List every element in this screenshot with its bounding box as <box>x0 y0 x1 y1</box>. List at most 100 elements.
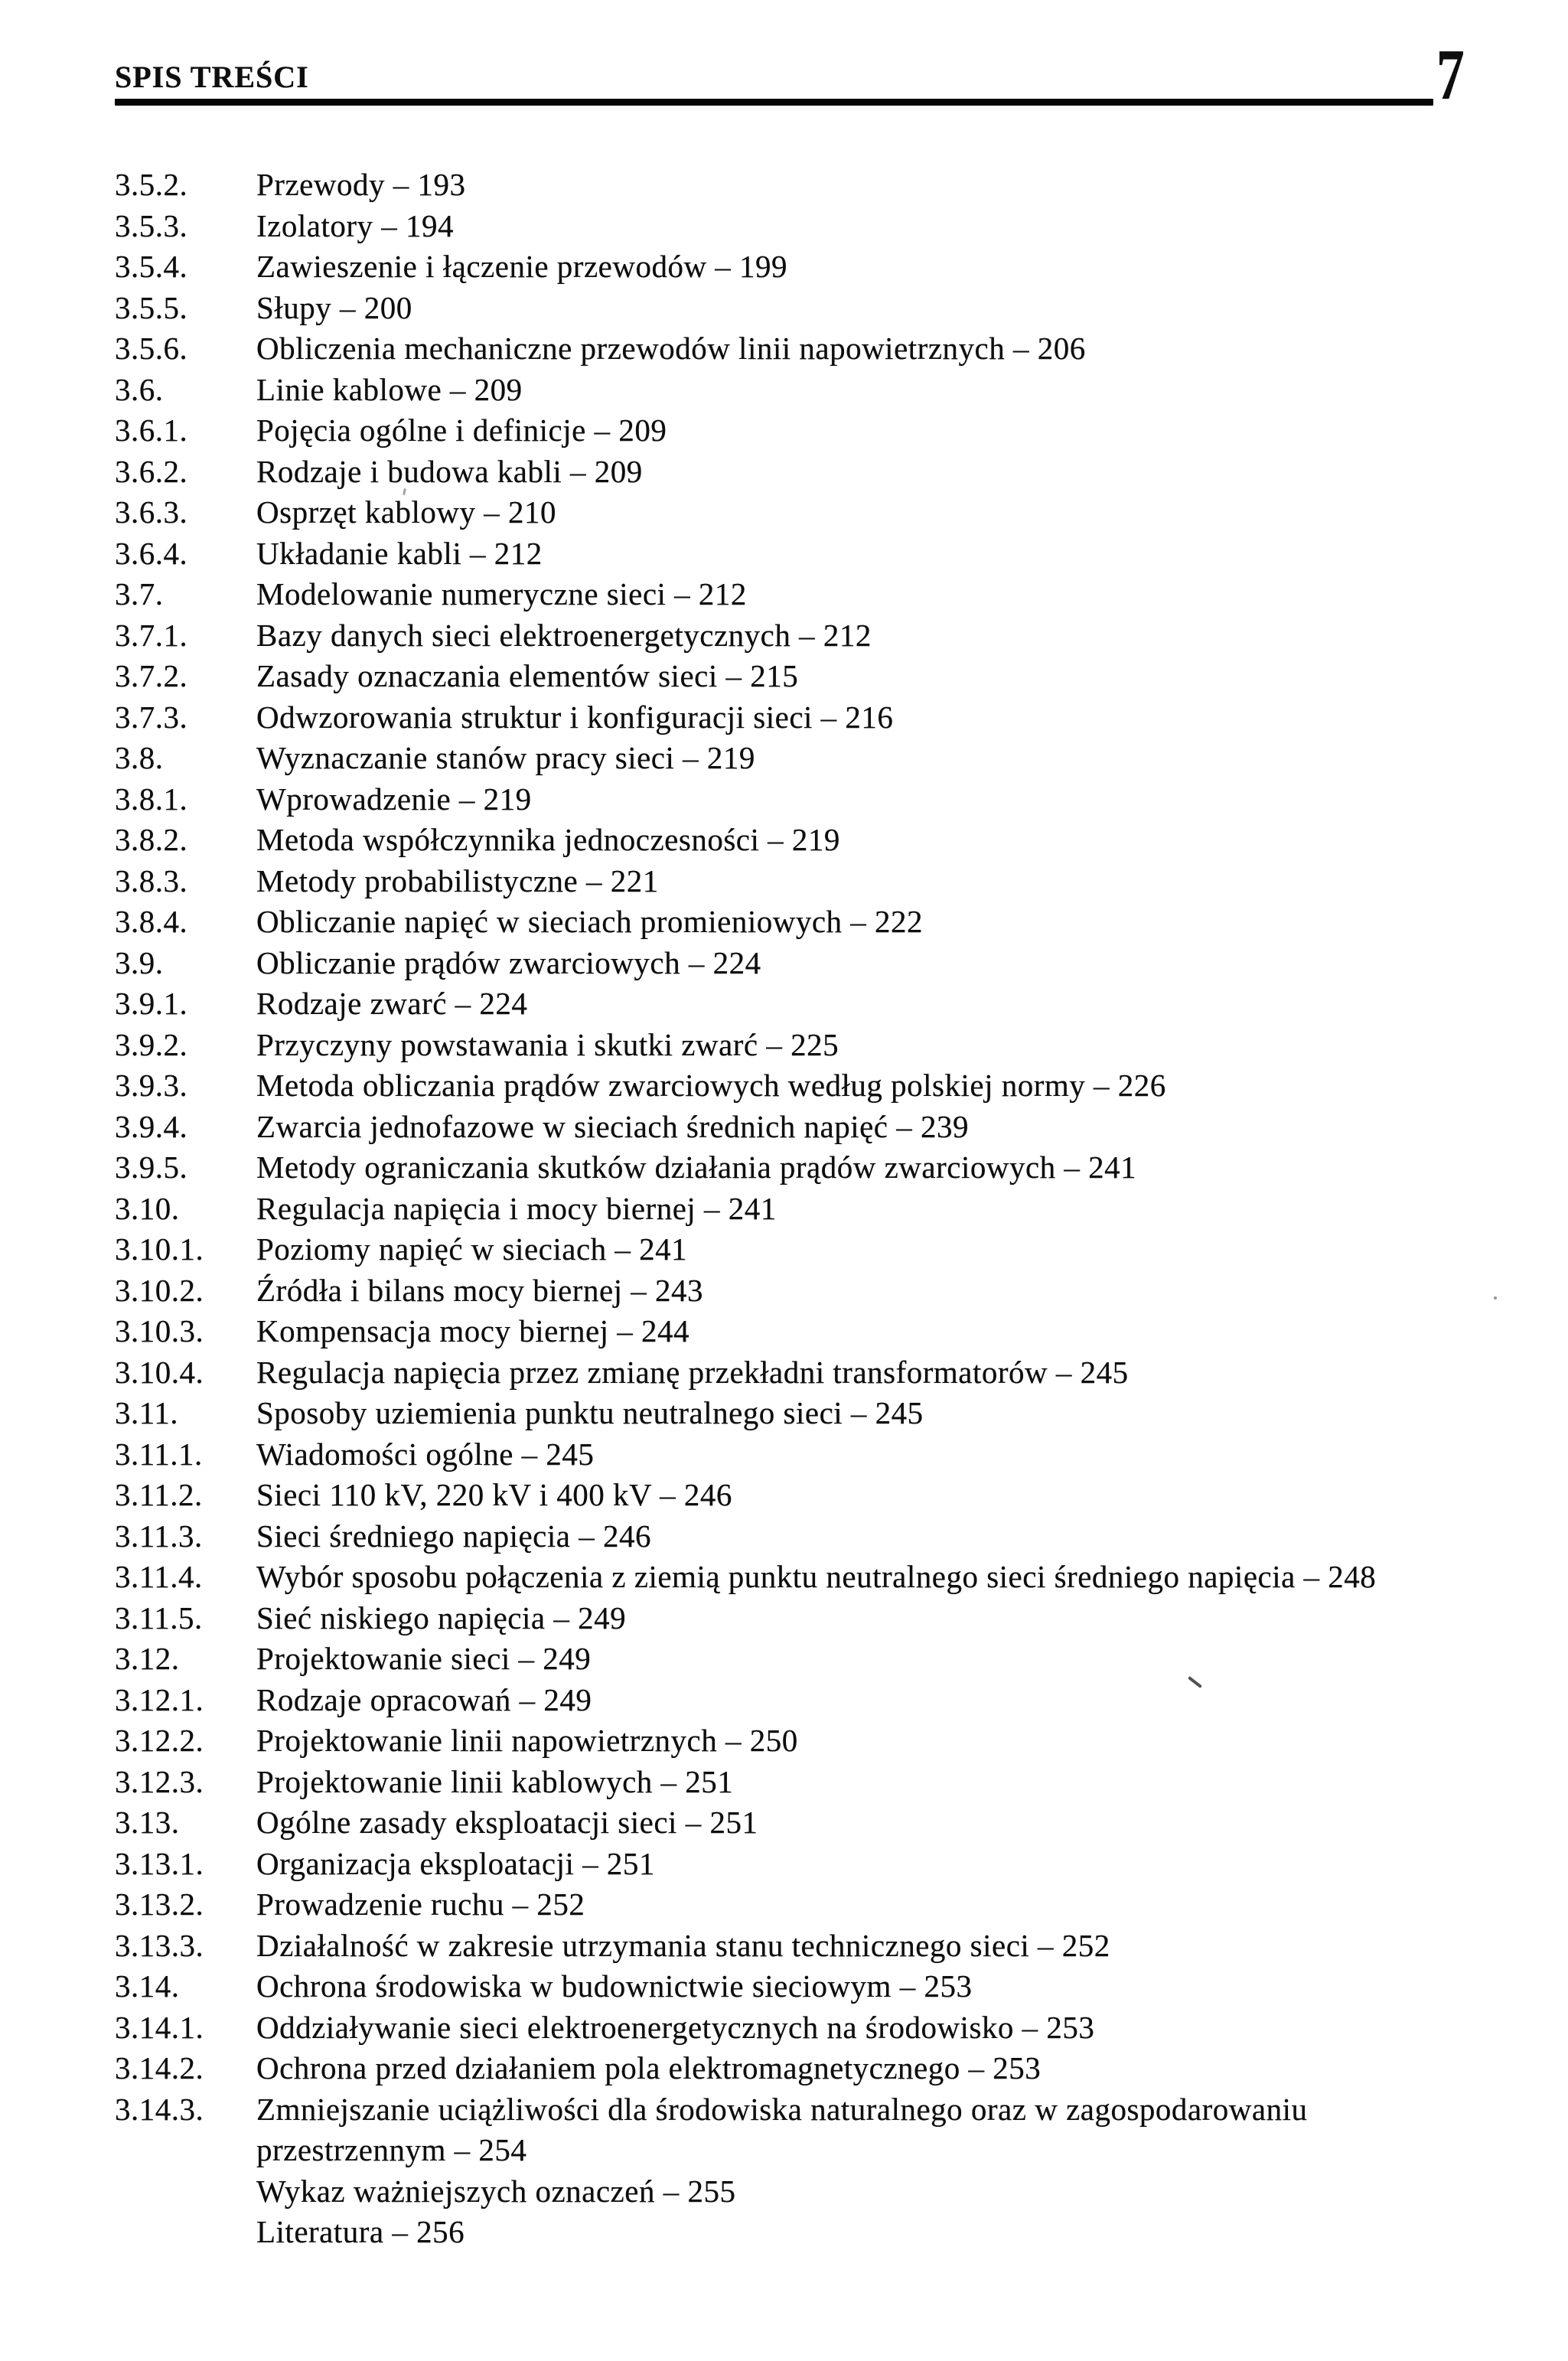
toc-entry-number: 3.5.3. <box>115 207 188 243</box>
toc-entry: 3.8.3. Metody probabilistyczne – 221 <box>115 861 1532 902</box>
toc-entry-number: 3.10.4. <box>115 1354 204 1390</box>
toc-entry-number: 3.11.5. <box>115 1600 203 1635</box>
toc-entry-number: 3.9.4. <box>115 1108 188 1144</box>
toc-entry-number: 3.9.1. <box>115 986 188 1021</box>
toc-entry-title: Metoda współczynnika jednoczesności – 21… <box>256 822 840 857</box>
toc-entry-number: 3.12.1. <box>115 1681 204 1717</box>
toc-entry-title: Wiadomości ogólne – 245 <box>256 1436 595 1472</box>
toc-entry-number: 3.7.2. <box>115 658 188 693</box>
toc-entry: 3.5.6. Obliczenia mechaniczne przewodów … <box>115 328 1532 370</box>
toc-entry-title: Metody ograniczania skutków działania pr… <box>256 1150 1137 1185</box>
toc-entry: 3.5.4. Zawieszenie i łączenie przewodów … <box>115 246 1532 288</box>
toc-entry: 3.9.3. Metoda obliczania prądów zwarciow… <box>115 1065 1532 1107</box>
toc-entry-number: 3.14.3. <box>115 2091 204 2127</box>
toc-entry-number: 3.10.2. <box>115 1272 204 1308</box>
toc-entry: 3.13. Ogólne zasady eksploatacji sieci –… <box>115 1802 1532 1844</box>
toc-entry-title: Regulacja napięcia i mocy biernej – 241 <box>256 1190 777 1226</box>
toc-entry: 3.8. Wyznaczanie stanów pracy sieci – 21… <box>115 738 1532 779</box>
toc-entry: 3.6.4. Układanie kabli – 212 <box>115 533 1532 575</box>
toc-entry-title: Modelowanie numeryczne sieci – 212 <box>256 576 747 611</box>
toc-entry-title: Źródła i bilans mocy biernej – 243 <box>256 1272 704 1308</box>
toc-entry-title: Wybór sposobu połączenia z ziemią punktu… <box>256 1559 1377 1594</box>
toc-entry-title: Obliczenia mechaniczne przewodów linii n… <box>256 331 1086 366</box>
toc-entry-title: Projektowanie sieci – 249 <box>256 1641 592 1676</box>
scan-speck <box>1494 1296 1497 1300</box>
toc-entry-number: 3.11.2. <box>115 1477 203 1512</box>
toc-entry-title: Zasady oznaczania elementów sieci – 215 <box>256 658 799 693</box>
toc-entry-number: 3.8.4. <box>115 904 188 939</box>
toc-entry-title: Układanie kabli – 212 <box>256 535 543 571</box>
toc-entry-title: Ochrona przed działaniem pola elektromag… <box>256 2050 1042 2085</box>
toc-entry-number: 3.12. <box>115 1641 180 1676</box>
toc-entry-title: Kompensacja mocy biernej – 244 <box>256 1313 690 1348</box>
toc-entry-number: 3.5.4. <box>115 249 188 284</box>
toc-entry-number: 3.5.2. <box>115 167 188 202</box>
toc-entry: 3.14.2. Ochrona przed działaniem pola el… <box>115 2048 1532 2089</box>
toc-entry-title: Obliczanie napięć w sieciach promieniowy… <box>256 904 924 939</box>
toc-entry-title: Ogólne zasady eksploatacji sieci – 251 <box>256 1805 758 1840</box>
toc-entry-number: 3.6. <box>115 371 164 407</box>
toc-entry-number: 3.11.1. <box>115 1436 203 1472</box>
toc-entry: 3.10.2. Źródła i bilans mocy biernej – 2… <box>115 1270 1532 1312</box>
toc-entry-title: Osprzęt kablowy – 210 <box>256 494 556 530</box>
toc-entry: 3.9.5. Metody ograniczania skutków dział… <box>115 1147 1532 1189</box>
toc-entry-title: Metoda obliczania prądów zwarciowych wed… <box>256 1068 1166 1103</box>
toc-entry-title: Projektowanie linii kablowych – 251 <box>256 1763 734 1799</box>
toc-entry-title: Odwzorowania struktur i konfiguracji sie… <box>256 699 894 735</box>
toc-entry-number: 3.6.3. <box>115 494 188 530</box>
toc-entry-number: 3.9. <box>115 944 164 980</box>
toc-entry-title: Organizacja eksploatacji – 251 <box>256 1845 655 1881</box>
toc-entry: 3.7.2. Zasady oznaczania elementów sieci… <box>115 656 1532 697</box>
toc-entry-title: Regulacja napięcia przez zmianę przekład… <box>256 1354 1129 1390</box>
toc-entry-number: 3.11.4. <box>115 1559 203 1594</box>
toc-entry-number: 3.14. <box>115 1968 180 2004</box>
toc-entry-title: Sieci 110 kV, 220 kV i 400 kV – 246 <box>256 1477 732 1512</box>
toc-entry: 3.13.1. Organizacja eksploatacji – 251 <box>115 1844 1532 1885</box>
toc-entry-title: Poziomy napięć w sieciach – 241 <box>256 1231 688 1267</box>
toc-entry: 3.7.1. Bazy danych sieci elektroenergety… <box>115 615 1532 657</box>
page-number: 7 <box>1436 35 1465 115</box>
toc-entry-number: 3.10. <box>115 1190 180 1226</box>
toc-entry: 3.11. Sposoby uziemienia punktu neutraln… <box>115 1393 1532 1434</box>
toc-entry-title: Rodzaje zwarć – 224 <box>256 986 528 1021</box>
toc-entry-title: Sieć niskiego napięcia – 249 <box>256 1600 627 1635</box>
toc-entry: Literatura – 256 <box>115 2212 1532 2253</box>
toc-entry: 3.14. Ochrona środowiska w budownictwie … <box>115 1966 1532 2007</box>
toc-entry: 3.6. Linie kablowe – 209 <box>115 370 1532 411</box>
toc-entry: 3.11.3. Sieci średniego napięcia – 246 <box>115 1516 1532 1557</box>
toc-entry: Wykaz ważniejszych oznaczeń – 255 <box>115 2171 1532 2213</box>
toc-entry-number: 3.8.1. <box>115 781 188 817</box>
toc-entry-title: Bazy danych sieci elektroenergetycznych … <box>256 617 872 653</box>
toc-entry-title: Wyznaczanie stanów pracy sieci – 219 <box>256 740 755 775</box>
toc-entry-title: Wprowadzenie – 219 <box>256 781 532 817</box>
toc-entry: 3.10.4. Regulacja napięcia przez zmianę … <box>115 1352 1532 1394</box>
toc-entry-title: Działalność w zakresie utrzymania stanu … <box>256 1927 1110 1963</box>
toc-entry: 3.11.1. Wiadomości ogólne – 245 <box>115 1434 1532 1476</box>
toc-entry-title: Projektowanie linii napowietrznych – 250 <box>256 1723 798 1758</box>
toc-entry-title: Metody probabilistyczne – 221 <box>256 863 659 898</box>
toc-entry-title: Rodzaje i budowa kabli – 209 <box>256 453 643 489</box>
toc-entry-number: 3.7.3. <box>115 699 188 735</box>
toc-entry: 3.5.5. Słupy – 200 <box>115 288 1532 329</box>
toc-entry-title: Zawieszenie i łączenie przewodów – 199 <box>256 249 788 284</box>
toc-entry: 3.5.2. Przewody – 193 <box>115 165 1532 206</box>
toc-entry: 3.6.3. Osprzęt kablowy – 210 <box>115 492 1532 533</box>
toc-entry-title: Linie kablowe – 209 <box>256 371 523 407</box>
toc-entry: 3.10. Regulacja napięcia i mocy biernej … <box>115 1189 1532 1230</box>
toc-entry-title: Przewody – 193 <box>256 167 466 202</box>
toc-entry-title: Ochrona środowiska w budownictwie siecio… <box>256 1968 973 2004</box>
toc-entry-number: 3.11.3. <box>115 1518 203 1554</box>
toc-entry-number: 3.13.3. <box>115 1927 204 1963</box>
toc-list: 3.5.2. Przewody – 193 3.5.3. Izolatory –… <box>115 165 1532 2253</box>
toc-entry-number: 3.6.4. <box>115 535 188 571</box>
page-title: SPIS TREŚCI <box>115 60 309 94</box>
toc-entry: 3.8.1. Wprowadzenie – 219 <box>115 779 1532 820</box>
toc-entry-number: 3.5.6. <box>115 331 188 366</box>
toc-entry: 3.12.1. Rodzaje opracowań – 249 <box>115 1680 1532 1721</box>
toc-entry-number: 3.9.3. <box>115 1068 188 1103</box>
toc-entry: 3.11.4. Wybór sposobu połączenia z ziemi… <box>115 1557 1532 1598</box>
toc-entry: 3.9.1. Rodzaje zwarć – 224 <box>115 983 1532 1025</box>
toc-entry: 3.9.2. Przyczyny powstawania i skutki zw… <box>115 1025 1532 1066</box>
toc-entry: 3.9.4. Zwarcia jednofazowe w sieciach śr… <box>115 1107 1532 1148</box>
